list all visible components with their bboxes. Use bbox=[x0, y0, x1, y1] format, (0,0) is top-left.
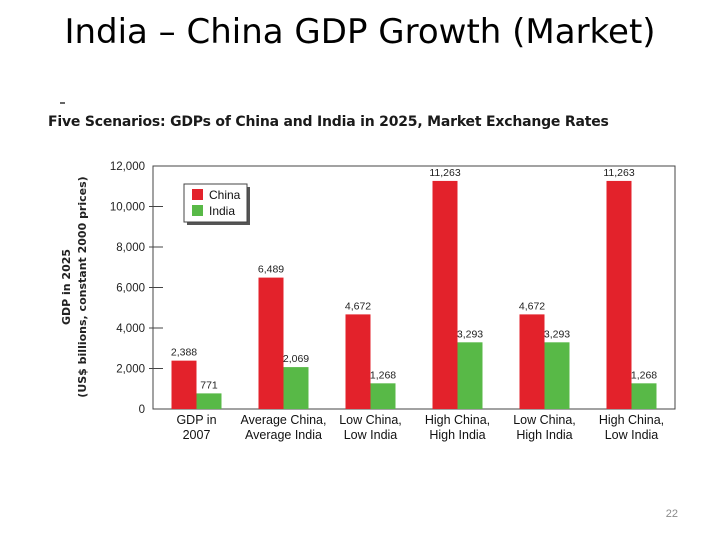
data-label-china: 6,489 bbox=[258, 264, 284, 276]
data-label-india: 2,069 bbox=[283, 353, 309, 365]
data-label-india: 1,268 bbox=[370, 369, 396, 381]
legend-swatch-india bbox=[192, 205, 203, 216]
x-category-label: High China, bbox=[599, 413, 664, 427]
bar-china bbox=[345, 314, 371, 409]
x-category-label: Low China, bbox=[339, 413, 402, 427]
bar-china bbox=[258, 277, 284, 409]
y-tick-label: 12,000 bbox=[110, 161, 145, 173]
data-label-china: 11,263 bbox=[603, 167, 634, 179]
x-category-label: GDP in bbox=[176, 413, 216, 427]
data-label-china: 2,388 bbox=[171, 347, 197, 359]
legend-label-china: China bbox=[209, 188, 241, 202]
bar-india bbox=[196, 393, 222, 409]
bar-china bbox=[171, 360, 197, 409]
bar-india bbox=[544, 342, 570, 409]
bar-india bbox=[283, 367, 309, 409]
page-number: 22 bbox=[665, 508, 678, 520]
y-axis-title-line2: (US$ billions, constant 2000 prices) bbox=[76, 176, 89, 397]
figure-corner-mark bbox=[60, 102, 65, 104]
x-category-label: High China, bbox=[425, 413, 490, 427]
y-tick-label: 4,000 bbox=[116, 323, 145, 335]
data-label-china: 4,672 bbox=[519, 300, 545, 312]
bar-china bbox=[432, 180, 458, 409]
slide-title: India – China GDP Growth (Market) bbox=[64, 12, 656, 52]
data-label-china: 4,672 bbox=[345, 300, 371, 312]
y-tick-label: 6,000 bbox=[116, 283, 145, 295]
data-label-india: 771 bbox=[200, 379, 218, 391]
bar-india bbox=[370, 383, 396, 409]
y-tick-label: 0 bbox=[139, 404, 145, 416]
data-label-india: 3,293 bbox=[544, 328, 570, 340]
x-category-label: Average China, bbox=[241, 413, 327, 427]
data-label-india: 1,268 bbox=[631, 369, 657, 381]
x-category-label: Low India bbox=[605, 428, 659, 442]
legend-swatch-china bbox=[192, 189, 203, 200]
bar-china bbox=[606, 180, 632, 409]
x-category-label: Average India bbox=[245, 428, 322, 442]
x-category-label: 2007 bbox=[183, 428, 211, 442]
y-axis-title-line1: GDP in 2025 bbox=[60, 249, 73, 325]
y-tick-label: 10,000 bbox=[110, 202, 145, 214]
data-label-india: 3,293 bbox=[457, 328, 483, 340]
x-category-label: High India bbox=[429, 428, 485, 442]
bar-china bbox=[519, 314, 545, 409]
bar-india bbox=[631, 383, 657, 409]
legend-label-india: India bbox=[209, 204, 235, 218]
y-tick-label: 8,000 bbox=[116, 242, 145, 254]
bar-india bbox=[457, 342, 483, 409]
x-category-label: Low India bbox=[344, 428, 398, 442]
y-tick-label: 2,000 bbox=[116, 364, 145, 376]
chart-title: Five Scenarios: GDPs of China and India … bbox=[48, 114, 609, 130]
data-label-china: 11,263 bbox=[429, 167, 460, 179]
x-category-label: Low China, bbox=[513, 413, 576, 427]
x-category-label: High India bbox=[516, 428, 572, 442]
